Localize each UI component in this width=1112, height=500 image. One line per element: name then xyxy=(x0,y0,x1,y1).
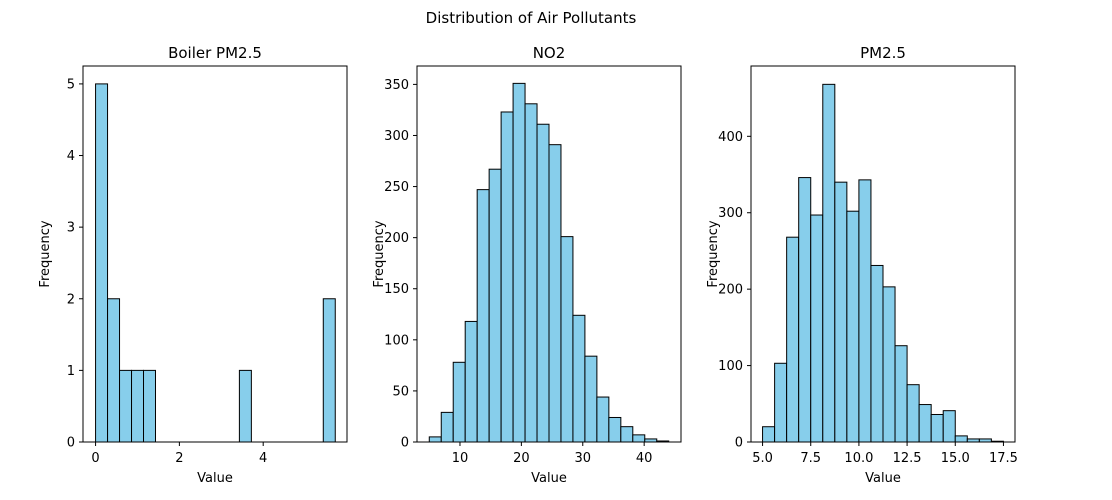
histogram-bar xyxy=(882,286,896,443)
histogram-bar xyxy=(846,210,860,443)
x-tick-label: 10 xyxy=(452,451,469,466)
histogram-bar xyxy=(798,177,812,443)
subplot-title: NO2 xyxy=(533,44,566,62)
x-axis-label: Value xyxy=(197,471,233,486)
y-tick-label: 100 xyxy=(718,359,743,374)
y-tick-label: 200 xyxy=(718,283,743,298)
subplot-boiler-pm25: 0 2 4 0 1 2 3 4 5 Boiler PM2.5 Value Frequency xyxy=(38,44,348,486)
x-tick-label: 0 xyxy=(91,451,99,466)
histogram-bar xyxy=(524,103,538,443)
histogram-bar xyxy=(786,236,800,443)
figure-title: Distribution of Air Pollutants xyxy=(426,9,637,27)
histogram-bar xyxy=(476,189,490,443)
subplot-pm25: 5.0 7.5 10.0 12.5 15.0 17.5 0 100 200 300 400 PM2.5… xyxy=(706,44,1018,486)
histogram-bar xyxy=(536,123,550,443)
histogram-bar xyxy=(107,298,121,443)
histogram-bar xyxy=(774,362,788,443)
histogram-bar xyxy=(930,413,944,443)
y-tick-label: 400 xyxy=(718,130,743,145)
x-tick-label: 4 xyxy=(259,451,267,466)
histogram-bar xyxy=(822,83,836,443)
y-tick-label: 100 xyxy=(384,333,409,348)
histogram-bar xyxy=(512,82,526,443)
x-tick-label: 40 xyxy=(636,451,653,466)
histogram-bar xyxy=(440,411,454,443)
histogram-bar xyxy=(428,436,442,443)
x-axis-label: Value xyxy=(531,471,567,486)
histogram-bar xyxy=(131,369,145,443)
y-axis-label: Frequency xyxy=(706,220,721,287)
y-axis-label: Frequency xyxy=(38,220,53,287)
x-tick-label: 10.0 xyxy=(844,451,873,466)
histogram-bar xyxy=(322,298,336,443)
y-tick-label: 350 xyxy=(384,78,409,93)
y-tick-label: 150 xyxy=(384,282,409,297)
x-tick-label: 20 xyxy=(513,451,530,466)
y-tick-label: 1 xyxy=(67,364,75,379)
x-tick-label: 2 xyxy=(175,451,183,466)
histogram-bar xyxy=(620,426,634,443)
histogram-bar xyxy=(834,181,848,443)
y-tick-label: 0 xyxy=(401,436,409,451)
histogram-bar xyxy=(870,264,884,443)
histogram-bar xyxy=(906,384,920,443)
y-axis-label: Frequency xyxy=(372,220,387,287)
subplot-title: PM2.5 xyxy=(860,44,906,62)
histogram-bar xyxy=(942,410,956,443)
histogram-bar xyxy=(119,369,133,443)
y-tick-label: 2 xyxy=(67,292,75,307)
y-tick-label: 0 xyxy=(67,436,75,451)
x-tick-label: 30 xyxy=(574,451,591,466)
histogram-bar xyxy=(143,369,156,443)
histogram-bar xyxy=(584,355,598,443)
histogram-bar xyxy=(918,404,932,443)
histogram-bar xyxy=(500,111,514,443)
x-tick-label: 15.0 xyxy=(941,451,970,466)
x-tick-label: 12.5 xyxy=(893,451,922,466)
histogram-bar xyxy=(572,314,586,443)
y-tick-label: 3 xyxy=(67,221,75,236)
y-tick-label: 250 xyxy=(384,180,409,195)
histogram-bar xyxy=(596,396,610,443)
histogram-bar xyxy=(894,345,908,443)
histogram-bar xyxy=(95,83,109,443)
axes-frame xyxy=(82,65,348,443)
histogram-bar xyxy=(608,416,622,443)
y-tick-label: 4 xyxy=(67,149,75,164)
y-tick-label: 5 xyxy=(67,77,75,92)
histogram-bar xyxy=(858,179,872,443)
x-axis-label: Value xyxy=(865,471,901,486)
histogram-bar xyxy=(810,214,824,443)
y-tick-label: 50 xyxy=(392,384,409,399)
histogram-bar xyxy=(762,426,776,443)
y-tick-label: 300 xyxy=(718,206,743,221)
histogram-bar xyxy=(560,236,574,443)
histogram-bar xyxy=(548,144,562,443)
histogram-bar xyxy=(452,361,466,443)
x-tick-label: 7.5 xyxy=(800,451,821,466)
histogram-bar xyxy=(464,320,478,443)
subplot-title: Boiler PM2.5 xyxy=(168,44,262,62)
axes-frame xyxy=(750,65,1016,443)
histogram-bar xyxy=(488,168,502,443)
x-tick-label: 5.0 xyxy=(752,451,773,466)
histogram-bar xyxy=(954,435,968,443)
axes-frame xyxy=(416,65,682,443)
y-tick-label: 200 xyxy=(384,231,409,246)
subplot-no2: 10 20 30 40 0 50 100 150 200 250 300 350 NO2 Value Fre… xyxy=(372,44,682,486)
x-tick-label: 17.5 xyxy=(989,451,1018,466)
y-tick-label: 300 xyxy=(384,129,409,144)
histogram-bar xyxy=(238,369,252,443)
histogram-bar xyxy=(632,434,646,443)
y-tick-label: 0 xyxy=(735,436,743,451)
